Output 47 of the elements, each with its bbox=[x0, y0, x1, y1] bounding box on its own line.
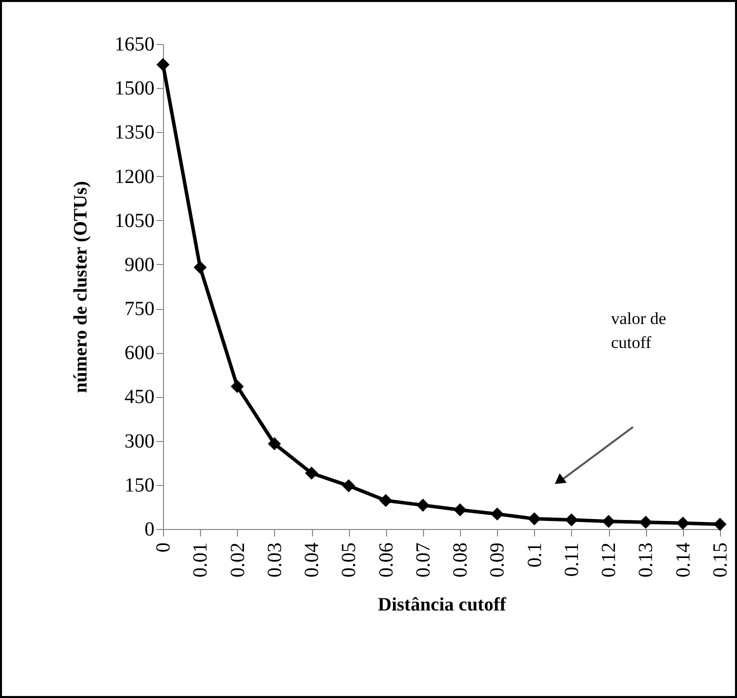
point bbox=[194, 260, 207, 274]
x-tick-label: 0.12 bbox=[598, 542, 620, 578]
point bbox=[416, 498, 430, 512]
y-tick-label: 900 bbox=[124, 254, 154, 276]
x-tick-label: 0 bbox=[152, 542, 174, 552]
y-tick-label: 1650 bbox=[114, 34, 154, 56]
point bbox=[602, 514, 616, 528]
y-tick-label: 1200 bbox=[114, 166, 154, 188]
x-tick-label: 0.03 bbox=[264, 542, 286, 578]
y-tick-label: 450 bbox=[124, 386, 154, 408]
y-tick-label: 1050 bbox=[114, 210, 154, 232]
point bbox=[713, 518, 727, 531]
point bbox=[305, 466, 318, 480]
point bbox=[528, 512, 541, 526]
y-tick-label: 750 bbox=[124, 298, 154, 320]
y-tick-label: 0 bbox=[144, 518, 154, 540]
x-tick-label: 0.05 bbox=[338, 542, 360, 578]
x-tick-label: 0.01 bbox=[190, 542, 212, 578]
y-axis-title: número de cluster (OTUs) bbox=[70, 181, 92, 393]
y-tick-label: 600 bbox=[124, 342, 154, 364]
point bbox=[268, 437, 281, 450]
point bbox=[564, 513, 578, 526]
x-tick-label: 0.11 bbox=[560, 542, 583, 577]
x-tick-label: 0.1 bbox=[524, 542, 546, 568]
x-tick-label: 0.13 bbox=[635, 542, 658, 578]
x-tick-label: 0.07 bbox=[412, 542, 434, 578]
point bbox=[379, 494, 392, 508]
point bbox=[156, 58, 170, 72]
x-tick-label: 0.14 bbox=[672, 542, 694, 578]
point bbox=[490, 507, 504, 521]
x-tick-label: 0.09 bbox=[486, 542, 509, 578]
point bbox=[639, 516, 652, 529]
y-tick-label: 1350 bbox=[114, 122, 154, 144]
y-tick-label: 300 bbox=[124, 430, 154, 452]
y-tick-label: 1500 bbox=[114, 78, 154, 100]
x-tick-label: 0.15 bbox=[710, 542, 732, 578]
point bbox=[342, 479, 356, 492]
x-tick-label: 0.04 bbox=[301, 542, 324, 578]
x-tick-label: 0.06 bbox=[375, 542, 398, 578]
point bbox=[230, 380, 244, 393]
x-axis-title: Distância cutoff bbox=[378, 594, 507, 616]
point bbox=[676, 516, 690, 530]
point bbox=[454, 503, 467, 516]
x-tick-label: 0.02 bbox=[226, 542, 249, 578]
x-tick-label: 0.08 bbox=[450, 542, 472, 578]
annotation: valor de cutoff bbox=[611, 309, 666, 352]
y-tick-label: 150 bbox=[124, 474, 154, 496]
